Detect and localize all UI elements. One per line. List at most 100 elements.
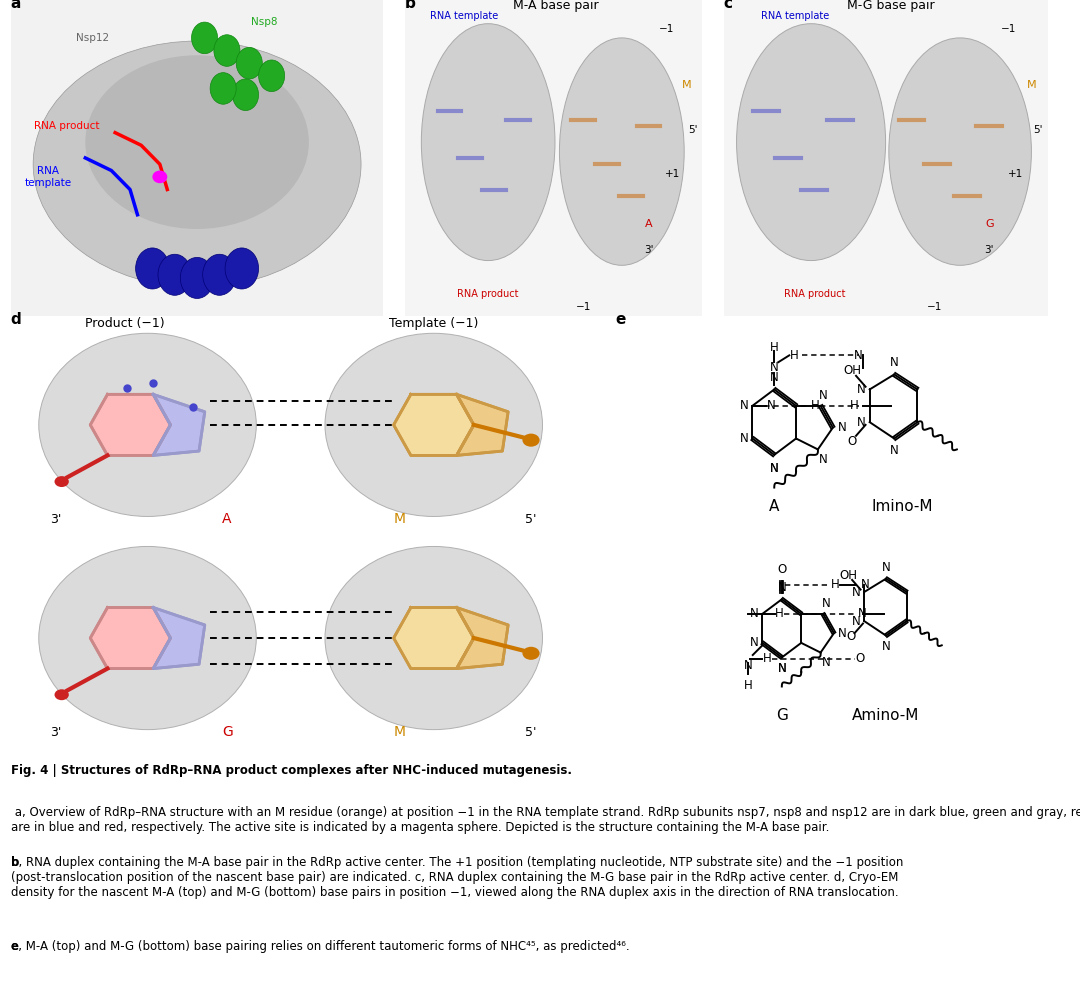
Text: N: N bbox=[767, 399, 775, 412]
Text: −1: −1 bbox=[1001, 24, 1016, 33]
Text: H: H bbox=[775, 607, 784, 620]
Text: +1: +1 bbox=[664, 169, 680, 179]
Text: Nsp7: Nsp7 bbox=[229, 273, 255, 283]
Text: G: G bbox=[222, 725, 232, 739]
Text: 3': 3' bbox=[985, 245, 994, 255]
Polygon shape bbox=[91, 394, 171, 455]
Ellipse shape bbox=[225, 248, 258, 289]
Text: −1: −1 bbox=[927, 302, 942, 312]
Text: H: H bbox=[762, 652, 771, 665]
Text: d: d bbox=[11, 312, 22, 327]
Text: N: N bbox=[820, 388, 828, 402]
Ellipse shape bbox=[214, 34, 240, 66]
Text: N: N bbox=[861, 578, 869, 591]
Text: N: N bbox=[778, 663, 786, 675]
Polygon shape bbox=[153, 607, 205, 668]
Text: N: N bbox=[750, 607, 759, 620]
Text: N: N bbox=[820, 453, 828, 467]
Text: RNA product: RNA product bbox=[784, 289, 845, 299]
Text: N: N bbox=[856, 416, 865, 429]
Text: Imino-M: Imino-M bbox=[872, 499, 933, 514]
Ellipse shape bbox=[33, 41, 361, 287]
Text: N: N bbox=[822, 598, 831, 610]
Text: H: H bbox=[770, 341, 779, 354]
Ellipse shape bbox=[152, 171, 167, 183]
Text: M: M bbox=[683, 81, 692, 90]
Text: e: e bbox=[616, 312, 626, 327]
Text: −1: −1 bbox=[576, 302, 591, 312]
Text: N: N bbox=[881, 561, 890, 574]
Text: N: N bbox=[852, 586, 861, 599]
Text: A: A bbox=[645, 219, 652, 229]
Text: RNA product: RNA product bbox=[458, 289, 518, 299]
Text: N: N bbox=[770, 462, 779, 475]
Text: A: A bbox=[769, 499, 780, 514]
Text: b: b bbox=[11, 856, 19, 869]
Ellipse shape bbox=[54, 689, 69, 700]
Text: N: N bbox=[854, 349, 863, 362]
Text: 3': 3' bbox=[644, 245, 653, 255]
Text: RNA
template: RNA template bbox=[25, 166, 71, 188]
Text: OH: OH bbox=[843, 364, 861, 376]
Ellipse shape bbox=[232, 79, 258, 110]
Ellipse shape bbox=[737, 24, 886, 260]
Text: Nsp12: Nsp12 bbox=[77, 32, 109, 43]
Text: RNA product: RNA product bbox=[33, 121, 99, 132]
Polygon shape bbox=[394, 607, 474, 668]
Text: 5': 5' bbox=[525, 726, 537, 739]
Text: G: G bbox=[775, 708, 787, 723]
Text: b: b bbox=[405, 0, 416, 11]
Text: N: N bbox=[822, 657, 831, 669]
Polygon shape bbox=[153, 394, 205, 455]
Text: A: A bbox=[222, 512, 231, 526]
Text: N: N bbox=[837, 421, 847, 434]
Text: 5': 5' bbox=[688, 125, 698, 135]
Text: H: H bbox=[831, 578, 839, 591]
Text: RNA template: RNA template bbox=[760, 11, 829, 21]
Text: Nsp8: Nsp8 bbox=[251, 17, 278, 28]
Text: +1: +1 bbox=[1008, 169, 1023, 179]
Text: O: O bbox=[778, 563, 786, 576]
Ellipse shape bbox=[39, 333, 256, 516]
Text: e: e bbox=[11, 941, 18, 954]
Ellipse shape bbox=[191, 22, 217, 54]
Text: 5': 5' bbox=[525, 513, 537, 526]
Text: Product (−1): Product (−1) bbox=[85, 317, 164, 329]
Ellipse shape bbox=[158, 255, 191, 295]
Text: N: N bbox=[852, 614, 861, 627]
Text: Amino-M: Amino-M bbox=[852, 708, 920, 723]
Ellipse shape bbox=[325, 547, 542, 729]
Text: N: N bbox=[881, 641, 890, 654]
Ellipse shape bbox=[421, 24, 555, 260]
Text: N: N bbox=[740, 399, 748, 412]
Ellipse shape bbox=[325, 333, 542, 516]
Ellipse shape bbox=[559, 38, 685, 265]
Text: M-G base pair: M-G base pair bbox=[847, 0, 935, 12]
Text: b, RNA duplex containing the M-A base pair in the RdRp active center. The +1 pos: b, RNA duplex containing the M-A base pa… bbox=[11, 856, 903, 899]
Text: O: O bbox=[855, 652, 865, 665]
Polygon shape bbox=[457, 394, 509, 455]
Text: −1: −1 bbox=[659, 24, 674, 33]
Text: N: N bbox=[743, 659, 753, 671]
Text: N: N bbox=[770, 371, 779, 384]
Ellipse shape bbox=[203, 255, 237, 295]
Text: N: N bbox=[770, 462, 779, 475]
Ellipse shape bbox=[180, 258, 214, 299]
Text: e, M-A (top) and M-G (bottom) base pairing relies on different tautomeric forms : e, M-A (top) and M-G (bottom) base pairi… bbox=[11, 941, 630, 954]
Ellipse shape bbox=[85, 55, 309, 229]
Text: M-A base pair: M-A base pair bbox=[513, 0, 599, 12]
Text: M: M bbox=[394, 512, 406, 526]
Text: N: N bbox=[856, 383, 865, 396]
Ellipse shape bbox=[523, 434, 540, 446]
Ellipse shape bbox=[237, 47, 262, 79]
Text: N: N bbox=[838, 627, 847, 640]
Text: RNA template: RNA template bbox=[430, 11, 499, 21]
Text: H: H bbox=[811, 399, 820, 412]
Text: M: M bbox=[394, 725, 406, 739]
Text: Fig. 4 | Structures of RdRp–RNA product complexes after NHC-induced mutagenesis.: Fig. 4 | Structures of RdRp–RNA product … bbox=[11, 764, 571, 777]
Ellipse shape bbox=[211, 73, 237, 104]
Text: OH: OH bbox=[839, 568, 858, 582]
Ellipse shape bbox=[889, 38, 1031, 265]
Text: H: H bbox=[850, 399, 859, 412]
Text: 3': 3' bbox=[50, 513, 62, 526]
